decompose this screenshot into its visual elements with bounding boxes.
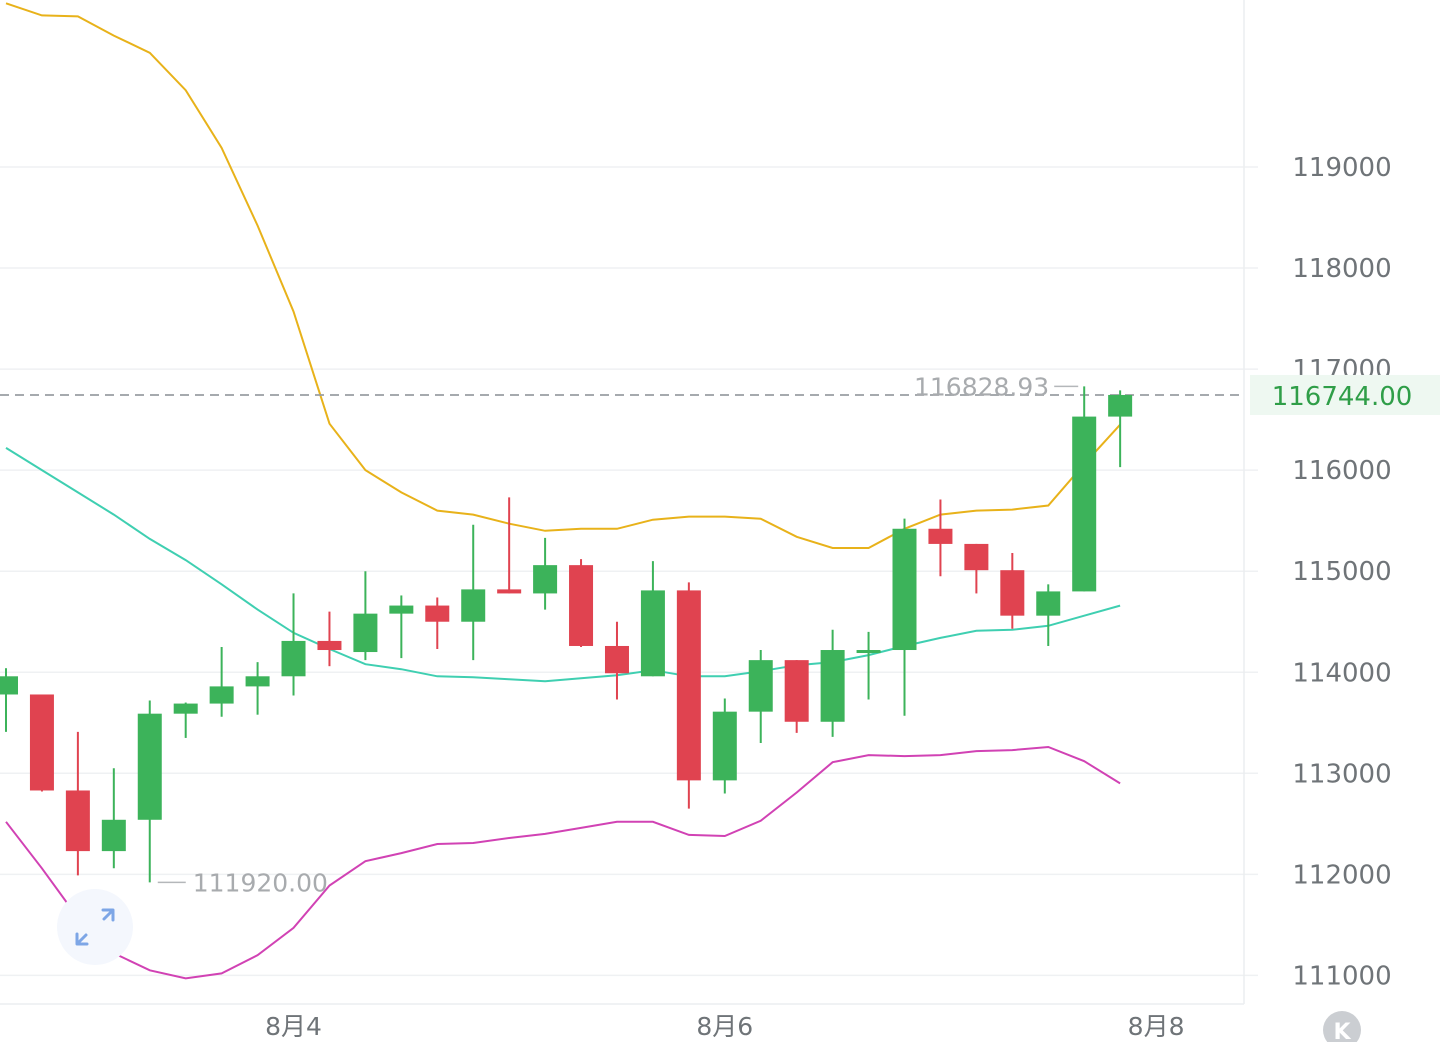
candle[interactable]: [137, 700, 162, 883]
candle-body: [173, 703, 198, 714]
last-price-tag: 116744.00: [1250, 374, 1440, 415]
last-price-label: 116744.00: [1272, 382, 1413, 412]
candle[interactable]: [317, 611, 342, 667]
extreme-markers: 116828.93 111920.00: [157, 372, 1079, 897]
last-price-background: [1250, 374, 1440, 415]
candle[interactable]: [856, 631, 881, 700]
candle[interactable]: [497, 497, 522, 594]
grid-lines: [0, 166, 1258, 977]
candle-body: [1036, 591, 1061, 616]
candle[interactable]: [569, 559, 594, 647]
candle-body: [1072, 416, 1097, 592]
candle-body: [389, 605, 414, 614]
candle-body: [425, 605, 450, 622]
y-tick-label: 116000: [1292, 456, 1391, 486]
candle-body: [0, 676, 18, 695]
candle[interactable]: [892, 518, 917, 716]
candle[interactable]: [461, 524, 486, 661]
candles[interactable]: [0, 386, 1133, 883]
candle-body: [497, 589, 522, 594]
candle[interactable]: [748, 650, 773, 743]
candle[interactable]: [101, 768, 126, 869]
candle-body: [569, 565, 594, 646]
candle[interactable]: [640, 561, 665, 677]
candle[interactable]: [353, 571, 378, 661]
lower-band-line: [5, 745, 1121, 980]
y-tick-label: 115000: [1292, 557, 1391, 587]
candle-body: [533, 565, 558, 594]
candle-body: [29, 694, 54, 791]
expand-button-bg: [57, 889, 133, 965]
candle-body: [1108, 394, 1133, 417]
candle-body: [245, 676, 270, 687]
expand-arrows-icon: [75, 908, 115, 946]
y-tick-label: 112000: [1292, 860, 1391, 890]
candle-body: [856, 650, 881, 654]
candle-body: [65, 790, 90, 852]
candle[interactable]: [65, 731, 90, 876]
x-date-label: 8月8: [1128, 1012, 1185, 1041]
y-tick-label: 113000: [1292, 759, 1391, 789]
candle[interactable]: [209, 646, 234, 717]
candle[interactable]: [29, 694, 54, 792]
candle[interactable]: [820, 629, 845, 737]
y-tick-label: 119000: [1292, 153, 1391, 183]
candle-body: [209, 686, 234, 704]
candle-body: [461, 589, 486, 622]
candle[interactable]: [281, 593, 306, 696]
k-logo-icon: K: [1333, 1020, 1351, 1042]
candle[interactable]: [425, 597, 450, 650]
candle[interactable]: [1072, 386, 1097, 592]
candle-body: [892, 528, 917, 651]
k-logo[interactable]: K: [1323, 1011, 1361, 1042]
candle-body: [748, 660, 773, 712]
candle[interactable]: [676, 582, 701, 809]
candle-body: [353, 613, 378, 653]
candle[interactable]: [712, 698, 737, 794]
k-logo-bg: [1323, 1011, 1361, 1042]
candle[interactable]: [1000, 553, 1025, 629]
candle-body: [281, 640, 306, 677]
y-tick-label: 111000: [1292, 961, 1391, 991]
y-tick-label: 118000: [1292, 254, 1391, 284]
candle[interactable]: [0, 668, 18, 732]
candle-body: [820, 650, 845, 722]
candle-body: [1000, 570, 1025, 616]
candle-body: [964, 543, 989, 571]
candle[interactable]: [928, 499, 953, 577]
candle[interactable]: [604, 621, 629, 700]
x-date-label: 8月6: [696, 1012, 753, 1041]
candle-body: [712, 711, 737, 781]
price-axis: 1190001180001170001160001150001140001130…: [1292, 153, 1391, 991]
expand-button[interactable]: [57, 889, 133, 965]
candle[interactable]: [245, 662, 270, 715]
candle-body: [928, 528, 953, 544]
candle-body: [604, 645, 629, 674]
candle[interactable]: [1108, 390, 1133, 468]
candle[interactable]: [173, 702, 198, 738]
candle-body: [317, 640, 342, 651]
x-date-label: 8月4: [265, 1012, 322, 1041]
time-axis: 8月4 8月6 8月8: [265, 1012, 1184, 1041]
y-tick-label: 114000: [1292, 658, 1391, 688]
candle[interactable]: [389, 595, 414, 659]
max-marker-label: 116828.93: [914, 372, 1049, 401]
middle-band-line: [5, 447, 1121, 683]
candle-body: [640, 590, 665, 677]
candle-body: [676, 590, 701, 781]
min-marker-label: 111920.00: [193, 868, 328, 897]
candle[interactable]: [1036, 584, 1061, 646]
candle[interactable]: [784, 660, 809, 733]
candle-body: [784, 660, 809, 722]
candle[interactable]: [964, 543, 989, 594]
candle-body: [137, 713, 162, 820]
upper-band-line: [5, 2, 1121, 549]
candle-body: [101, 819, 126, 852]
candle[interactable]: [533, 537, 558, 610]
bollinger-bands: [5, 2, 1121, 980]
